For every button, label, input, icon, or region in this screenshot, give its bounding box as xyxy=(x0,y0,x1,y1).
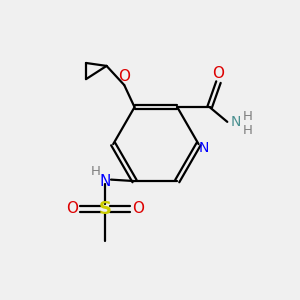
Text: H: H xyxy=(243,124,253,136)
Text: S: S xyxy=(99,200,112,218)
Text: O: O xyxy=(66,201,78,216)
Text: H: H xyxy=(90,165,100,178)
Text: N: N xyxy=(230,115,241,129)
Text: O: O xyxy=(118,69,130,84)
Text: H: H xyxy=(243,110,253,123)
Text: O: O xyxy=(132,201,144,216)
Text: O: O xyxy=(212,66,224,81)
Text: N: N xyxy=(199,141,209,154)
Text: N: N xyxy=(99,174,111,189)
